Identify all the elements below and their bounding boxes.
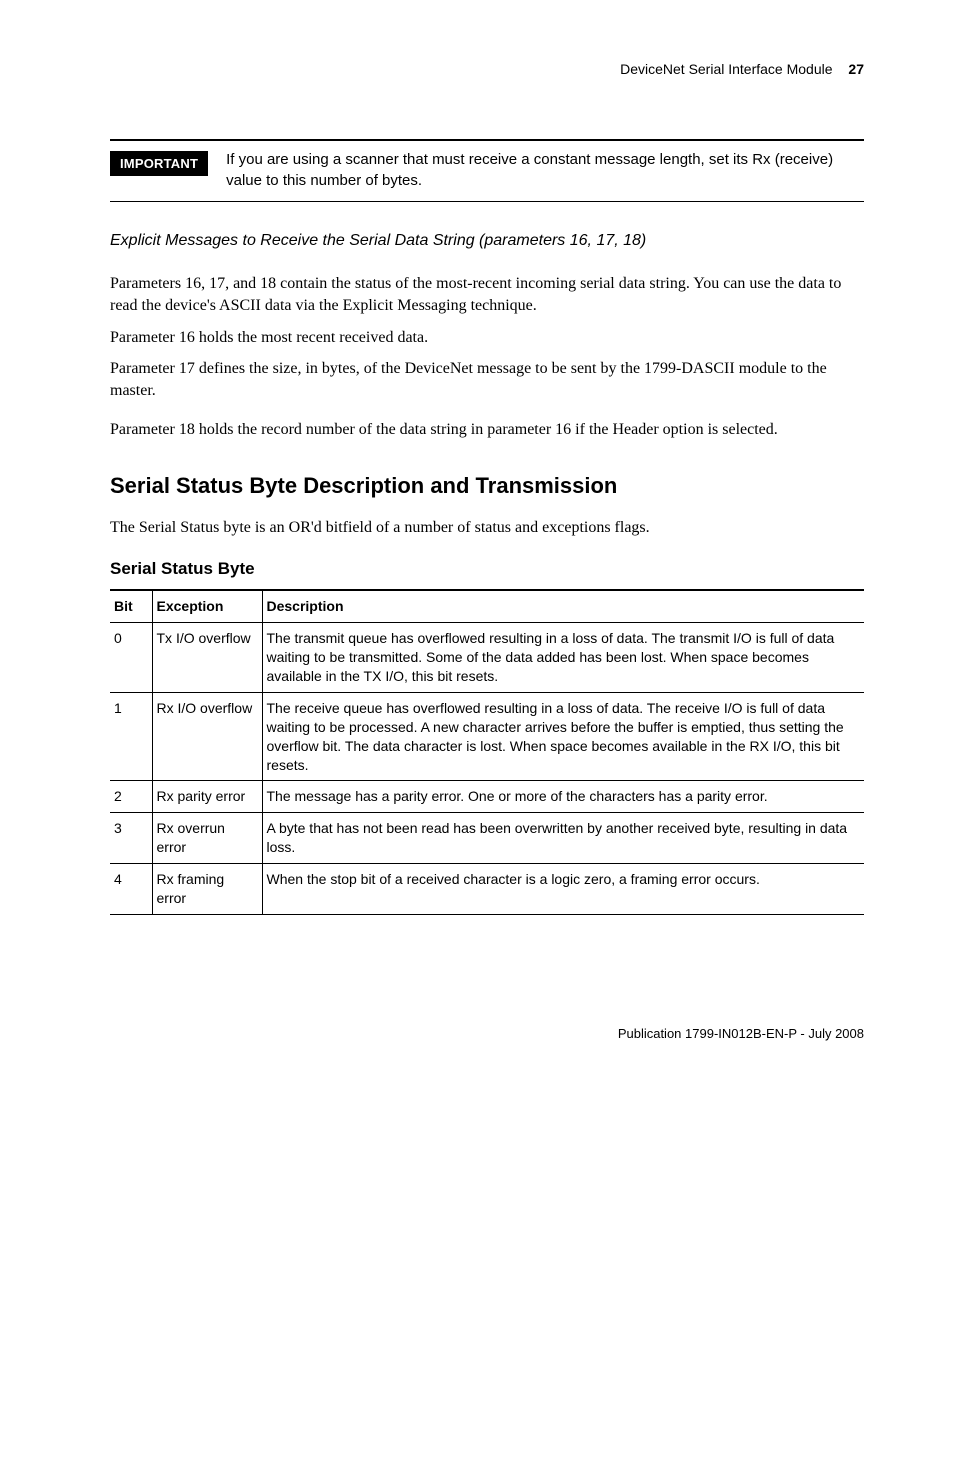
table-header-row: Bit Exception Description xyxy=(110,590,864,622)
running-header-title: DeviceNet Serial Interface Module xyxy=(620,61,832,77)
cell-exception: Rx framing error xyxy=(152,864,262,915)
subsection-heading: Explicit Messages to Receive the Serial … xyxy=(110,230,864,252)
cell-description: When the stop bit of a received characte… xyxy=(262,864,864,915)
section-lead: The Serial Status byte is an OR'd bitfie… xyxy=(110,517,864,539)
cell-bit: 0 xyxy=(110,623,152,693)
table-caption: Serial Status Byte xyxy=(110,558,864,581)
cell-description: A byte that has not been read has been o… xyxy=(262,813,864,864)
paragraph-4: Parameter 18 holds the record number of … xyxy=(110,419,864,441)
page-number: 27 xyxy=(848,61,864,77)
cell-bit: 3 xyxy=(110,813,152,864)
running-header: DeviceNet Serial Interface Module 27 xyxy=(110,60,864,79)
section-heading: Serial Status Byte Description and Trans… xyxy=(110,471,864,501)
cell-bit: 1 xyxy=(110,692,152,781)
paragraph-2: Parameter 16 holds the most recent recei… xyxy=(110,327,864,349)
cell-description: The message has a parity error. One or m… xyxy=(262,781,864,813)
cell-description: The transmit queue has overflowed result… xyxy=(262,623,864,693)
cell-bit: 4 xyxy=(110,864,152,915)
col-header-exception: Exception xyxy=(152,590,262,622)
col-header-bit: Bit xyxy=(110,590,152,622)
cell-exception: Rx overrun error xyxy=(152,813,262,864)
table-row: 0 Tx I/O overflow The transmit queue has… xyxy=(110,623,864,693)
important-badge: IMPORTANT xyxy=(110,151,208,177)
cell-description: The receive queue has overflowed resulti… xyxy=(262,692,864,781)
cell-bit: 2 xyxy=(110,781,152,813)
table-row: 2 Rx parity error The message has a pari… xyxy=(110,781,864,813)
table-row: 3 Rx overrun error A byte that has not b… xyxy=(110,813,864,864)
publication-footer: Publication 1799-IN012B-EN-P - July 2008 xyxy=(110,1025,864,1043)
table-row: 4 Rx framing error When the stop bit of … xyxy=(110,864,864,915)
cell-exception: Rx I/O overflow xyxy=(152,692,262,781)
important-text: If you are using a scanner that must rec… xyxy=(226,149,864,191)
cell-exception: Rx parity error xyxy=(152,781,262,813)
cell-exception: Tx I/O overflow xyxy=(152,623,262,693)
col-header-description: Description xyxy=(262,590,864,622)
serial-status-table: Bit Exception Description 0 Tx I/O overf… xyxy=(110,589,864,915)
important-callout: IMPORTANT If you are using a scanner tha… xyxy=(110,139,864,202)
paragraph-3: Parameter 17 defines the size, in bytes,… xyxy=(110,358,864,401)
table-row: 1 Rx I/O overflow The receive queue has … xyxy=(110,692,864,781)
paragraph-1: Parameters 16, 17, and 18 contain the st… xyxy=(110,273,864,316)
